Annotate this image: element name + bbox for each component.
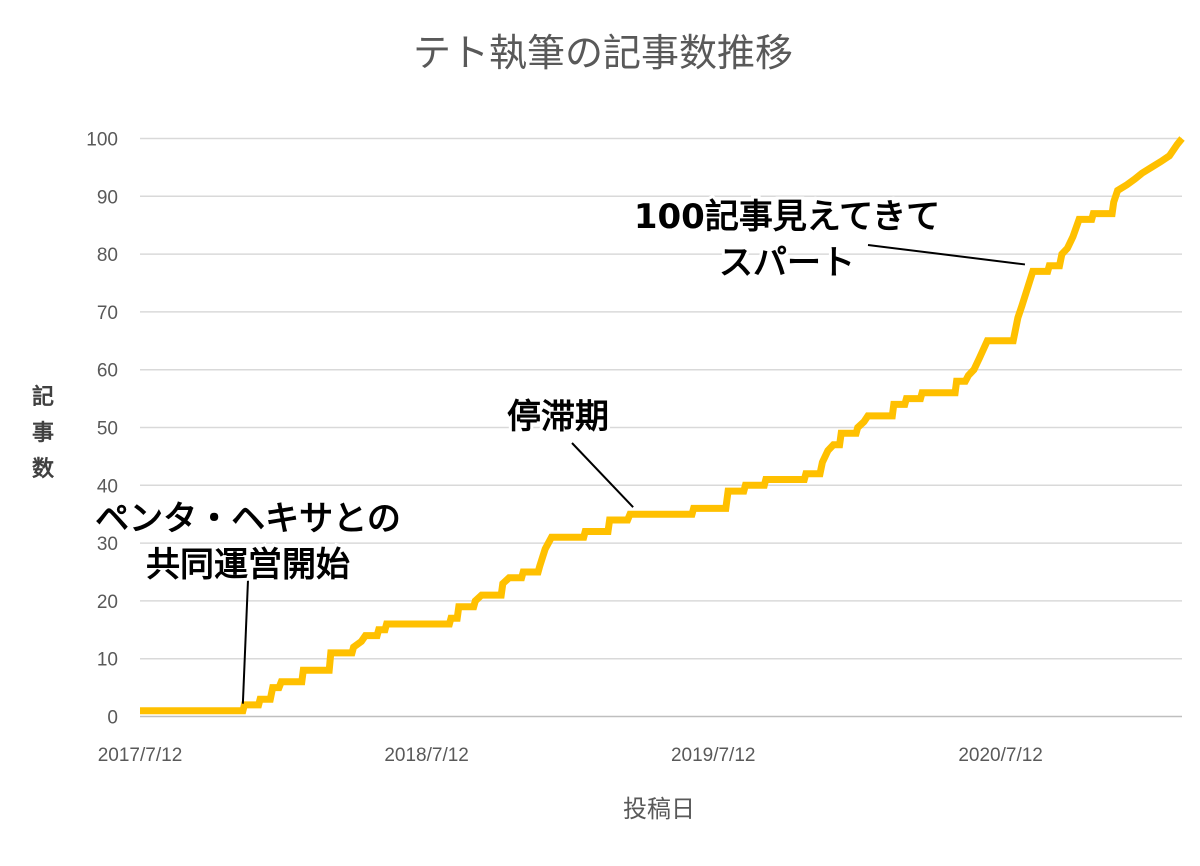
y-tick-label: 70 bbox=[97, 303, 118, 324]
series-layer bbox=[140, 136, 1185, 715]
x-axis: 2017/7/12 2018/7/12 2019/7/12 2020/7/12 bbox=[98, 745, 1043, 766]
annotation-label: 停滞期 bbox=[507, 397, 609, 437]
gridlines bbox=[140, 137, 1182, 718]
annotation-leader-line bbox=[867, 244, 1026, 266]
chart-title: テト執筆の記事数推移 bbox=[413, 31, 793, 75]
y-axis: 0 10 20 30 40 50 60 70 80 90 100 bbox=[86, 130, 118, 729]
y-axis-title-char: 事 bbox=[32, 420, 54, 446]
series-line bbox=[140, 136, 1185, 715]
annotation-label: 共同運営開始 bbox=[146, 545, 350, 585]
y-tick-label: 40 bbox=[97, 476, 118, 497]
y-tick-label: 60 bbox=[97, 361, 118, 382]
annotation-label: スパート bbox=[719, 243, 855, 283]
x-tick-label: 2020/7/12 bbox=[958, 745, 1043, 766]
y-axis-title: 記事数 bbox=[32, 384, 55, 482]
y-tick-label: 0 bbox=[107, 708, 118, 729]
x-tick-label: 2019/7/12 bbox=[671, 745, 756, 766]
annotation-label: ペンタ・ヘキサとの bbox=[95, 499, 401, 539]
y-axis-title-char: 数 bbox=[32, 456, 55, 482]
annotation-leader-line bbox=[241, 579, 249, 704]
y-tick-label: 100 bbox=[86, 130, 118, 151]
y-axis-title-char: 記 bbox=[32, 384, 54, 410]
y-tick-label: 20 bbox=[97, 592, 118, 613]
y-tick-label: 50 bbox=[97, 419, 118, 440]
y-tick-label: 10 bbox=[97, 650, 118, 671]
y-tick-label: 30 bbox=[97, 534, 118, 555]
x-tick-label: 2018/7/12 bbox=[384, 745, 469, 766]
y-tick-label: 90 bbox=[97, 187, 118, 208]
x-axis-title: 投稿日 bbox=[623, 795, 695, 823]
y-tick-label: 80 bbox=[97, 245, 118, 266]
x-tick-label: 2017/7/12 bbox=[98, 745, 183, 766]
annotation-leader-line bbox=[571, 442, 634, 508]
annotation-label: 100記事見えてきて bbox=[634, 197, 940, 237]
